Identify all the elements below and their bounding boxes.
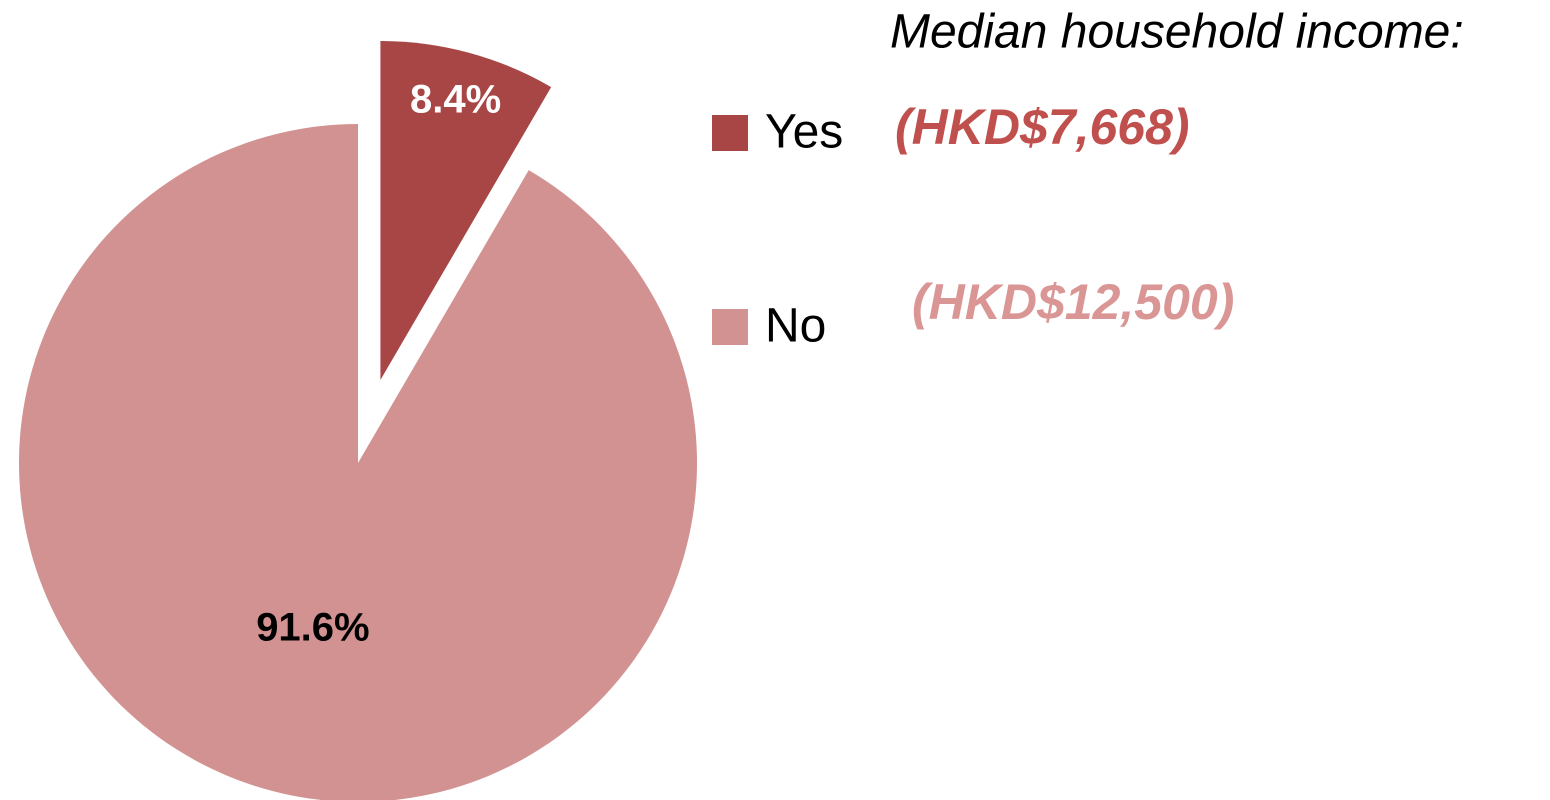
legend-label: No [765, 300, 826, 353]
legend-label: Yes [765, 106, 843, 159]
data-label: 8.4% [410, 77, 501, 121]
annotation: (HKD$12,500) [912, 274, 1234, 330]
data-label: 91.6% [256, 605, 369, 649]
pie-slice [19, 124, 697, 800]
legend-swatch [712, 115, 748, 151]
annotation: (HKD$7,668) [895, 99, 1190, 155]
annotation: Median household income: [890, 6, 1464, 59]
pie-slice [380, 40, 552, 380]
legend-swatch [712, 309, 748, 345]
